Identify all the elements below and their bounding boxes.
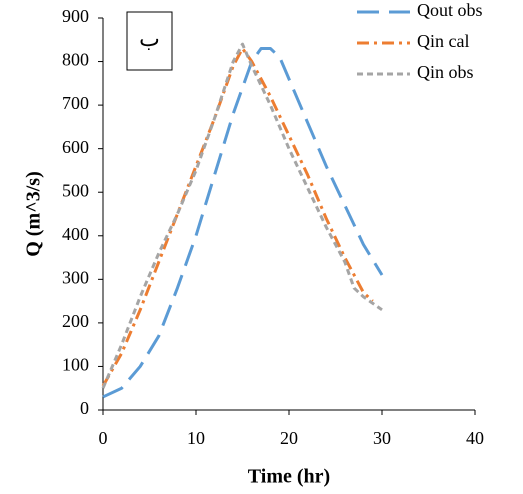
- x-tick-label: 10: [187, 428, 205, 448]
- y-tick-label: 300: [62, 267, 89, 287]
- legend-label: Qin cal: [417, 31, 469, 51]
- series-line: [101, 46, 374, 387]
- y-tick-label: 200: [62, 311, 89, 331]
- x-axis-label: Time (hr): [248, 466, 330, 488]
- annotation-box: [126, 11, 173, 71]
- annotation: ب: [139, 26, 160, 51]
- y-tick-label: 500: [62, 180, 89, 200]
- legend-label: Qin obs: [417, 62, 474, 82]
- y-tick-label: 800: [62, 50, 89, 70]
- y-tick-label: 900: [62, 6, 89, 26]
- series-line: [101, 42, 383, 389]
- y-tick-label: 700: [62, 93, 89, 113]
- y-tick-label: 0: [80, 398, 89, 418]
- series-line: [102, 46, 384, 399]
- y-tick-label: 100: [62, 355, 89, 375]
- x-tick-label: 0: [99, 428, 108, 448]
- y-axis-label: Q (m^3/s): [23, 171, 45, 257]
- x-tick-label: 40: [466, 428, 484, 448]
- y-tick-label: 400: [62, 224, 89, 244]
- x-tick-label: 30: [373, 428, 391, 448]
- y-tick-label: 600: [62, 137, 89, 157]
- legend-label: Qout obs: [417, 0, 483, 20]
- x-tick-label: 20: [280, 428, 298, 448]
